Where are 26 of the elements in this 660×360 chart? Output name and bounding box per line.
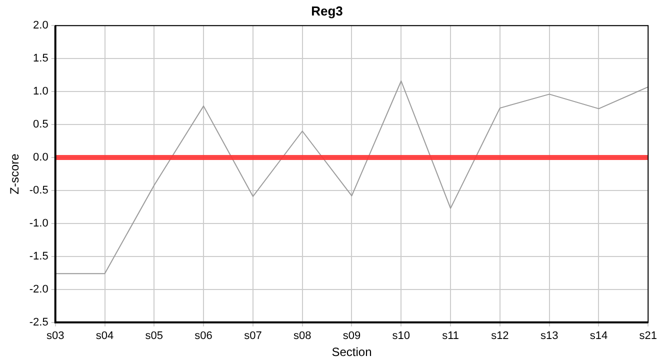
y-tick-label: 1.5 <box>33 52 48 65</box>
x-tick-label: s11 <box>442 330 459 342</box>
x-tick-label: s09 <box>342 330 361 342</box>
x-tick-label: s12 <box>491 330 509 342</box>
y-tick-label: 0.0 <box>33 152 48 164</box>
x-tick-label: s06 <box>194 330 212 342</box>
y-tick-label: -2.0 <box>29 283 48 296</box>
x-tick-label: s14 <box>590 330 608 342</box>
y-tick-label: 0.5 <box>33 118 48 131</box>
x-tick-label: s05 <box>145 330 164 342</box>
y-tick-label: -0.5 <box>29 184 48 197</box>
x-tick-label: s07 <box>244 330 262 342</box>
y-tick-label: 1.0 <box>33 86 48 98</box>
x-axis-title: Section <box>332 345 372 360</box>
x-tick-label: s03 <box>46 330 64 342</box>
y-tick-label: 2.0 <box>33 20 48 32</box>
y-axis-title: Z-score <box>8 153 22 194</box>
y-tick-label: -1.0 <box>29 218 48 230</box>
x-tick-label: s10 <box>392 330 410 342</box>
y-tick-label: -2.5 <box>29 316 48 328</box>
x-tick-label: s13 <box>540 330 558 342</box>
x-tick-label: s21 <box>639 330 658 342</box>
x-tick-label: s04 <box>96 330 114 342</box>
y-tick-label: -1.5 <box>29 250 48 262</box>
x-tick-label: s08 <box>293 330 312 342</box>
chart-title: Reg3 <box>311 3 343 18</box>
